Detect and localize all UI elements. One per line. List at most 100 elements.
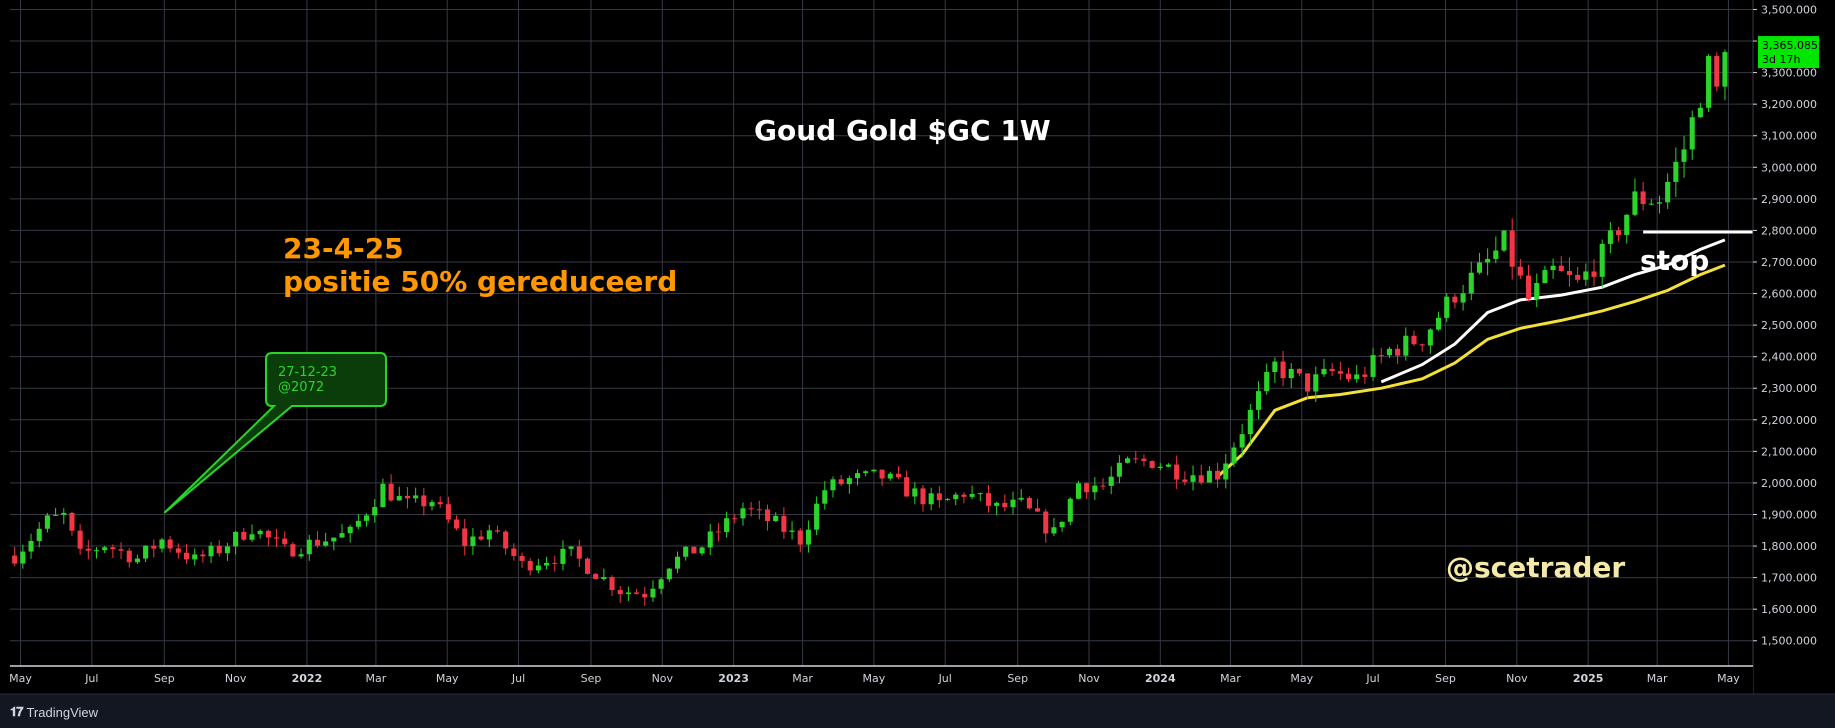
candle[interactable] — [822, 481, 828, 510]
candle[interactable] — [634, 588, 640, 595]
candle[interactable] — [1583, 263, 1589, 286]
candle[interactable] — [1002, 494, 1008, 512]
candle[interactable] — [1035, 498, 1041, 513]
candle[interactable] — [257, 529, 263, 539]
candle[interactable] — [764, 504, 771, 531]
candle[interactable] — [617, 586, 623, 603]
candle[interactable] — [1452, 293, 1458, 309]
candle[interactable] — [1198, 464, 1204, 485]
candle[interactable] — [102, 545, 108, 554]
candle[interactable] — [1100, 478, 1106, 490]
candle[interactable] — [1403, 327, 1409, 361]
candle[interactable] — [1190, 465, 1196, 491]
candle[interactable] — [273, 528, 280, 548]
candle[interactable] — [1444, 292, 1450, 322]
candle[interactable] — [1288, 363, 1294, 388]
candle[interactable] — [1329, 363, 1335, 376]
candle[interactable] — [1435, 311, 1442, 331]
candle[interactable] — [1624, 214, 1630, 244]
candle[interactable] — [1665, 173, 1671, 210]
candle[interactable] — [1239, 423, 1245, 458]
candle[interactable] — [298, 548, 304, 559]
candle[interactable] — [1141, 454, 1147, 467]
candle[interactable] — [797, 528, 803, 553]
candle[interactable] — [1706, 54, 1712, 113]
candle[interactable] — [871, 469, 877, 473]
candle[interactable] — [216, 540, 222, 557]
candle[interactable] — [1165, 463, 1172, 468]
candle[interactable] — [1305, 373, 1311, 399]
candle[interactable] — [143, 545, 149, 562]
candle[interactable] — [1632, 178, 1638, 217]
candle[interactable] — [846, 475, 852, 494]
candle[interactable] — [1575, 267, 1581, 283]
candle[interactable] — [241, 527, 247, 542]
candle[interactable] — [355, 514, 361, 530]
candle[interactable] — [183, 544, 190, 564]
candle[interactable] — [470, 528, 476, 555]
candle[interactable] — [1468, 261, 1474, 301]
candle[interactable] — [1321, 358, 1327, 377]
candle[interactable] — [290, 541, 296, 558]
candle[interactable] — [53, 507, 59, 516]
candle[interactable] — [1280, 351, 1286, 387]
candle[interactable] — [12, 546, 18, 567]
candle[interactable] — [699, 546, 705, 556]
candle[interactable] — [110, 544, 116, 559]
candle[interactable] — [323, 532, 329, 547]
candle[interactable] — [1517, 259, 1523, 279]
candle[interactable] — [167, 536, 173, 553]
candles[interactable] — [12, 49, 1728, 606]
candle[interactable] — [928, 487, 934, 511]
candle[interactable] — [1599, 239, 1605, 288]
candle[interactable] — [887, 471, 893, 481]
candle[interactable] — [601, 568, 607, 581]
candle[interactable] — [339, 524, 345, 538]
candle[interactable] — [625, 586, 631, 601]
candle[interactable] — [413, 487, 419, 503]
candle[interactable] — [61, 508, 67, 525]
candle[interactable] — [994, 501, 1000, 516]
candle[interactable] — [462, 519, 468, 556]
candle[interactable] — [44, 512, 50, 533]
candle[interactable] — [1370, 347, 1376, 381]
time-axis[interactable]: May Jul Sep Nov 2022 Mar May Jul Sep Nov 2023 Mar Ma… — [9, 672, 1740, 685]
candle[interactable] — [683, 546, 689, 561]
candle[interactable] — [674, 551, 681, 574]
candle[interactable] — [200, 549, 206, 563]
candle[interactable] — [1231, 442, 1237, 467]
candle[interactable] — [1697, 102, 1703, 118]
candle[interactable] — [527, 558, 533, 576]
candle[interactable] — [568, 546, 574, 557]
candle[interactable] — [282, 531, 288, 547]
candle[interactable] — [961, 492, 967, 504]
candle[interactable] — [314, 531, 320, 548]
candle[interactable] — [1157, 462, 1163, 471]
candle[interactable] — [1067, 497, 1073, 526]
candle[interactable] — [1255, 381, 1262, 420]
candle[interactable] — [36, 522, 42, 548]
candle[interactable] — [208, 542, 214, 563]
candle[interactable] — [724, 511, 730, 538]
candle[interactable] — [1681, 135, 1687, 178]
candle[interactable] — [1640, 181, 1646, 211]
candle[interactable] — [134, 554, 140, 565]
candle[interactable] — [1411, 330, 1417, 346]
candle[interactable] — [388, 474, 394, 502]
candle[interactable] — [265, 529, 271, 547]
candle[interactable] — [1485, 248, 1491, 276]
candle[interactable] — [364, 513, 370, 527]
candle[interactable] — [1362, 366, 1368, 384]
candle[interactable] — [77, 524, 83, 555]
candle[interactable] — [380, 478, 386, 508]
candle[interactable] — [1501, 230, 1507, 253]
candle[interactable] — [879, 469, 885, 486]
candle[interactable] — [1133, 451, 1139, 464]
candle[interactable] — [977, 492, 983, 502]
tradingview-brand[interactable]: 𝟏𝟕 TradingView — [10, 702, 98, 722]
candle[interactable] — [437, 496, 443, 508]
candle[interactable] — [838, 475, 844, 487]
candle[interactable] — [1648, 199, 1654, 206]
candle[interactable] — [1542, 265, 1548, 284]
candle[interactable] — [544, 556, 550, 570]
